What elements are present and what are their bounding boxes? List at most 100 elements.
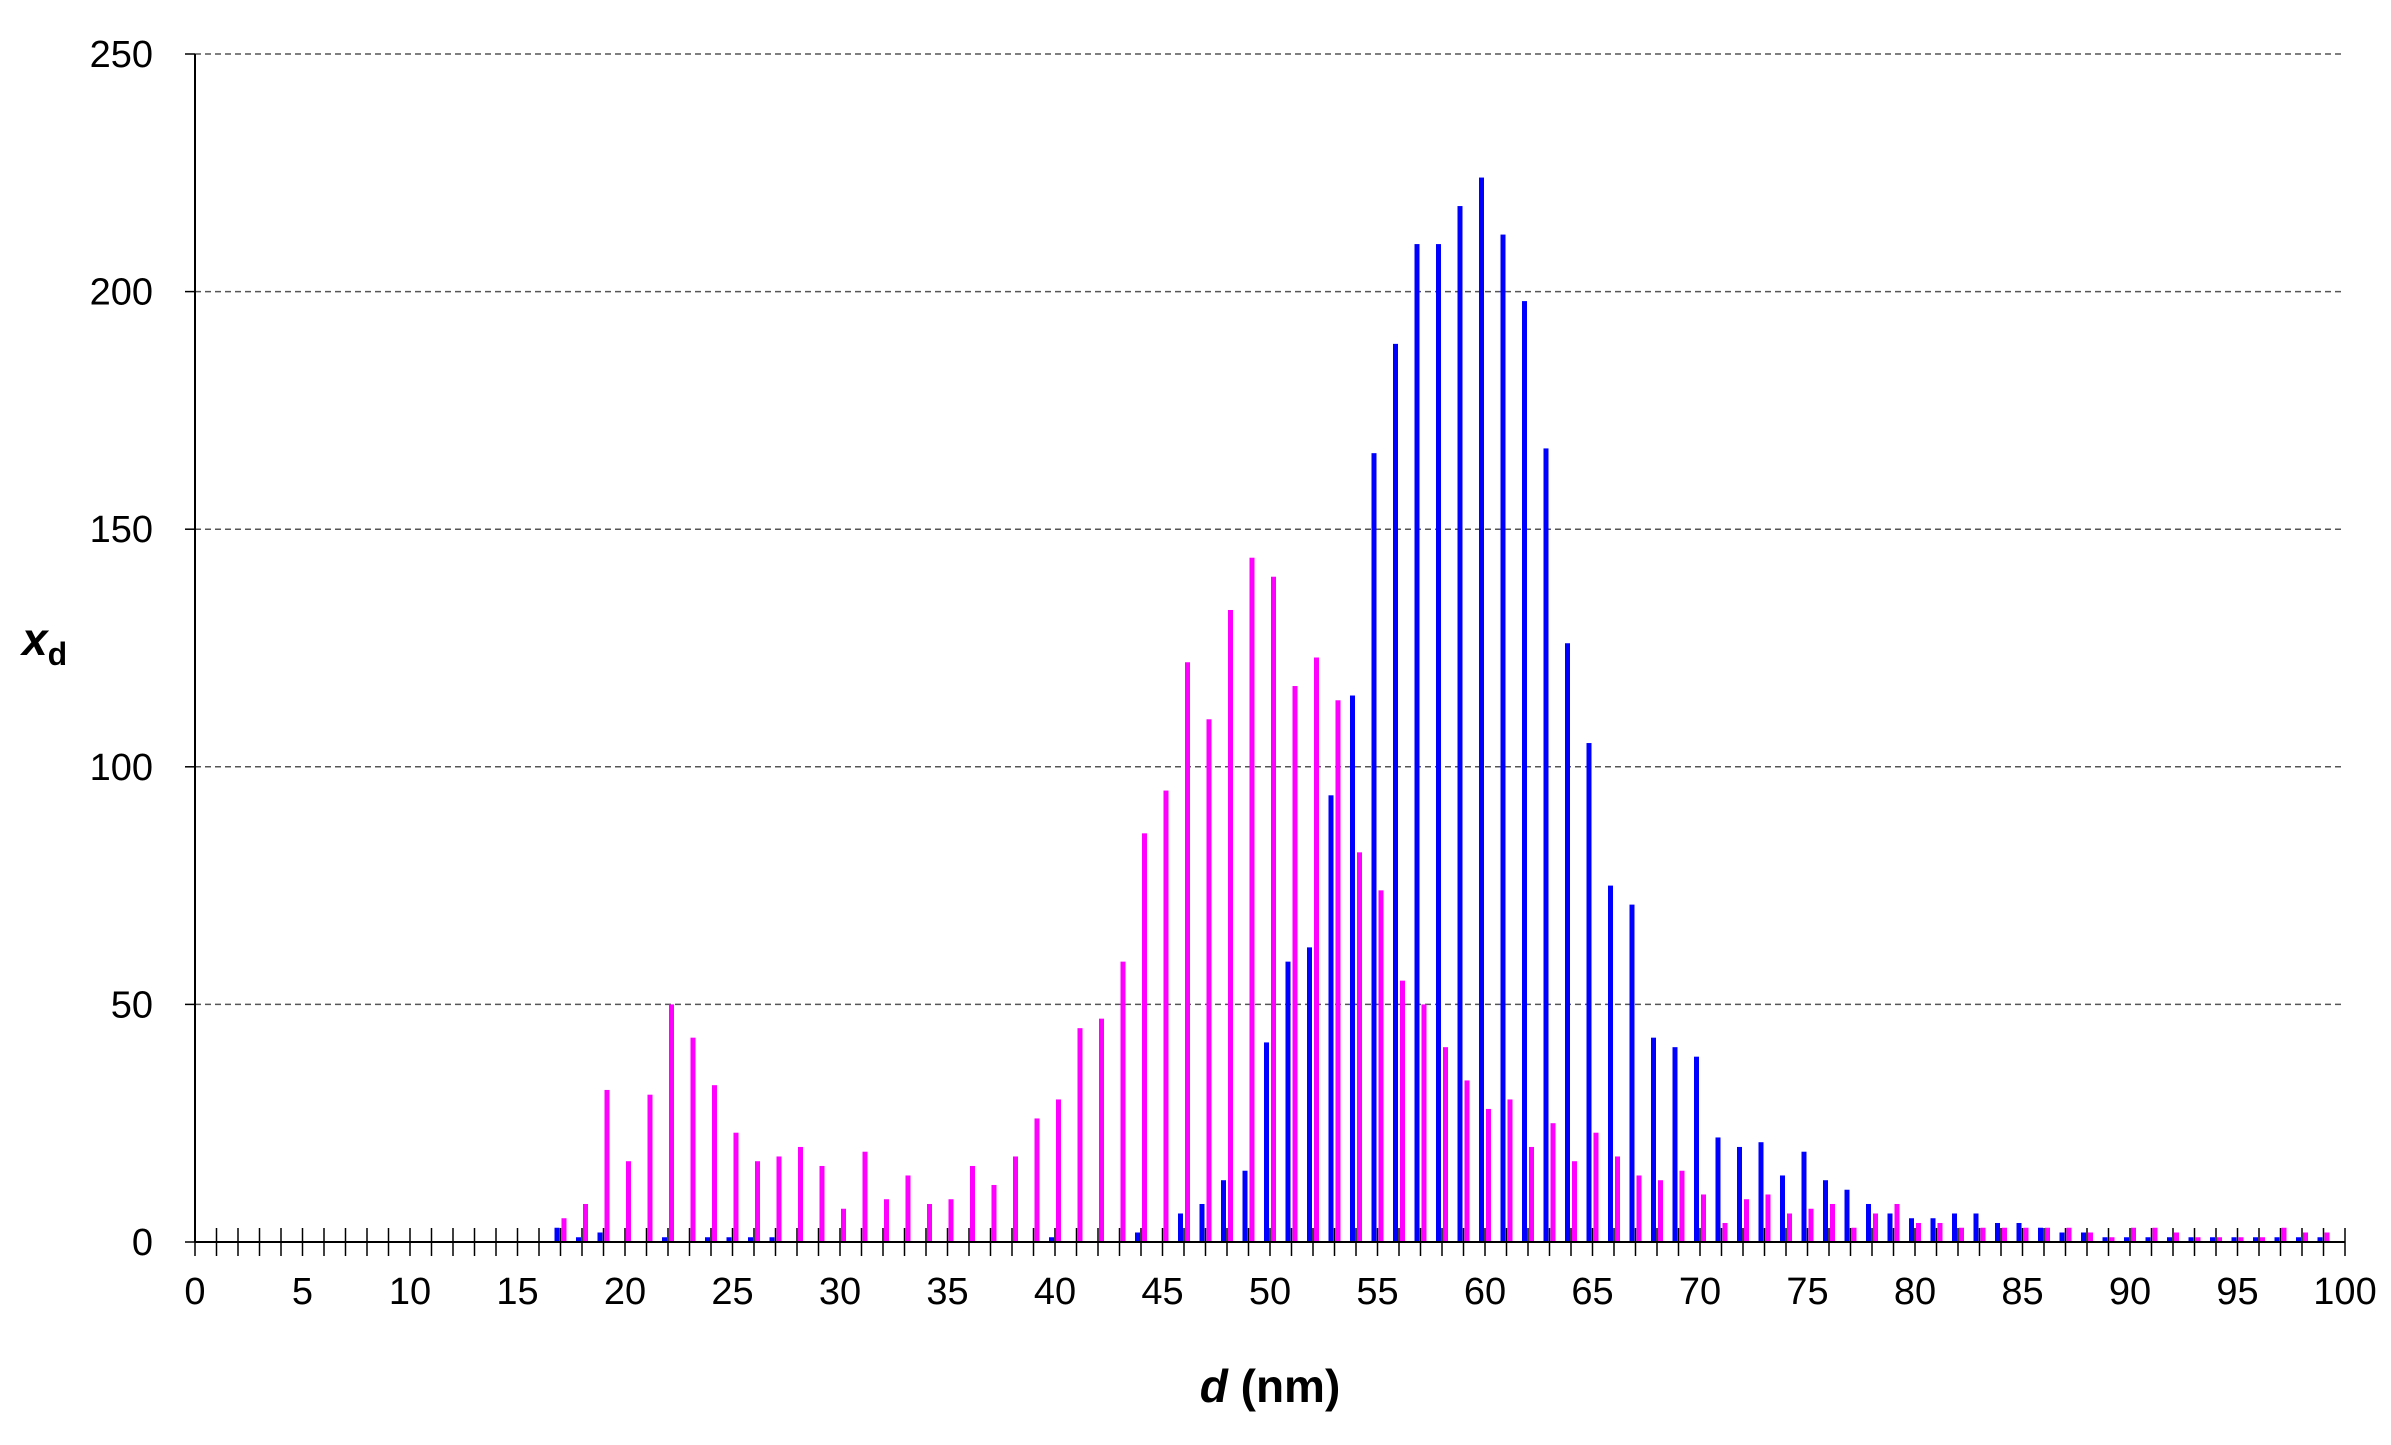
y-axis-ticks: 0 50 100 150 200 250 [90,34,195,1264]
bar [1572,1161,1577,1242]
bar [1378,890,1384,1242]
bar [2253,1237,2258,1242]
bar [1400,980,1405,1242]
bar [1285,961,1291,1242]
y-tick-label: 150 [90,509,153,551]
bar [1056,1099,1061,1242]
bar [561,1218,567,1242]
bar [1887,1213,1893,1242]
bar [2217,1237,2222,1242]
x-tick-label: 45 [1141,1271,1183,1313]
bar [1049,1237,1054,1242]
bar [604,1089,610,1242]
bar [1142,833,1147,1242]
bar [1787,1213,1792,1242]
bar [1722,1222,1728,1242]
bar [1894,1203,1900,1242]
bar [819,1165,825,1242]
bar [1658,1180,1663,1242]
x-tick-label: 10 [389,1271,431,1313]
y-axis-variable: x [19,613,50,665]
bar [2174,1232,2179,1242]
bar [1550,1123,1556,1242]
bar [1873,1213,1878,1242]
x-axis-title: d (nm) [1200,1360,1341,1412]
bar [1034,1118,1040,1242]
bar [1013,1156,1018,1242]
bar [1608,885,1613,1242]
bar [2188,1237,2194,1242]
bar [1529,1146,1534,1242]
x-tick-label: 50 [1249,1271,1291,1313]
bar [733,1132,739,1242]
bar [884,1199,889,1242]
x-tick-label: 40 [1034,1271,1076,1313]
bar [1120,961,1126,1242]
bar [2038,1227,2043,1242]
x-tick-label: 90 [2109,1271,2151,1313]
bar [1629,904,1635,1242]
x-tick-label: 100 [2313,1271,2376,1313]
bar [2002,1227,2007,1242]
bar [1980,1227,1986,1242]
bar [2274,1237,2280,1242]
x-tick-label: 0 [184,1271,205,1313]
bar [1830,1203,1835,1242]
bar [1615,1156,1620,1242]
bar [1350,695,1355,1242]
x-tick-label: 80 [1894,1271,1936,1313]
bar [948,1199,954,1242]
x-axis-ticks: 0 5 10 15 20 25 30 35 40 45 50 55 60 65 70 75 80 85 90 95 10… [184,1228,2377,1313]
bar [1264,1042,1269,1242]
bar [1959,1227,1964,1242]
bar [1242,1170,1248,1242]
bar [1099,1018,1104,1242]
y-tick-label: 250 [90,34,153,76]
bar [712,1085,717,1242]
bar [991,1184,997,1242]
bar [1178,1213,1183,1242]
bar [2102,1237,2108,1242]
bar [2296,1237,2301,1242]
bar [1780,1175,1785,1242]
x-tick-label: 15 [496,1271,538,1313]
bar [1758,1142,1764,1242]
bar [1206,719,1212,1242]
bar [1357,852,1362,1242]
bar [1077,1028,1083,1242]
bar [2281,1227,2287,1242]
bar [1937,1222,1943,1242]
bar [2109,1237,2115,1242]
bar [626,1161,631,1242]
x-tick-label: 25 [711,1271,753,1313]
bar [2016,1222,2022,1242]
y-tick-label: 0 [132,1222,153,1264]
x-tick-label: 55 [1356,1271,1398,1313]
bar [1271,576,1276,1242]
series-magenta-bars [561,557,2330,1242]
bar [927,1203,932,1242]
bar [1371,453,1377,1243]
y-tick-label: 100 [90,747,153,789]
bar [1479,177,1484,1242]
x-tick-label: 95 [2216,1271,2258,1313]
bar [1393,343,1398,1242]
bar [1679,1170,1685,1242]
x-tick-label: 85 [2001,1271,2043,1313]
bar [862,1151,868,1242]
bar [769,1237,775,1242]
bar [1701,1194,1706,1242]
bar [1135,1232,1140,1242]
x-axis-variable: d [1200,1360,1229,1412]
x-tick-label: 5 [292,1271,313,1313]
bar [1844,1189,1850,1242]
bar [2023,1227,2029,1242]
bar [2324,1232,2330,1242]
bar [905,1175,911,1242]
bar [2059,1232,2065,1242]
bar [1737,1146,1742,1242]
series-blue-bars [554,177,2323,1243]
bar [2045,1227,2050,1242]
bar [576,1237,581,1242]
y-axis-title: xd [19,613,67,672]
